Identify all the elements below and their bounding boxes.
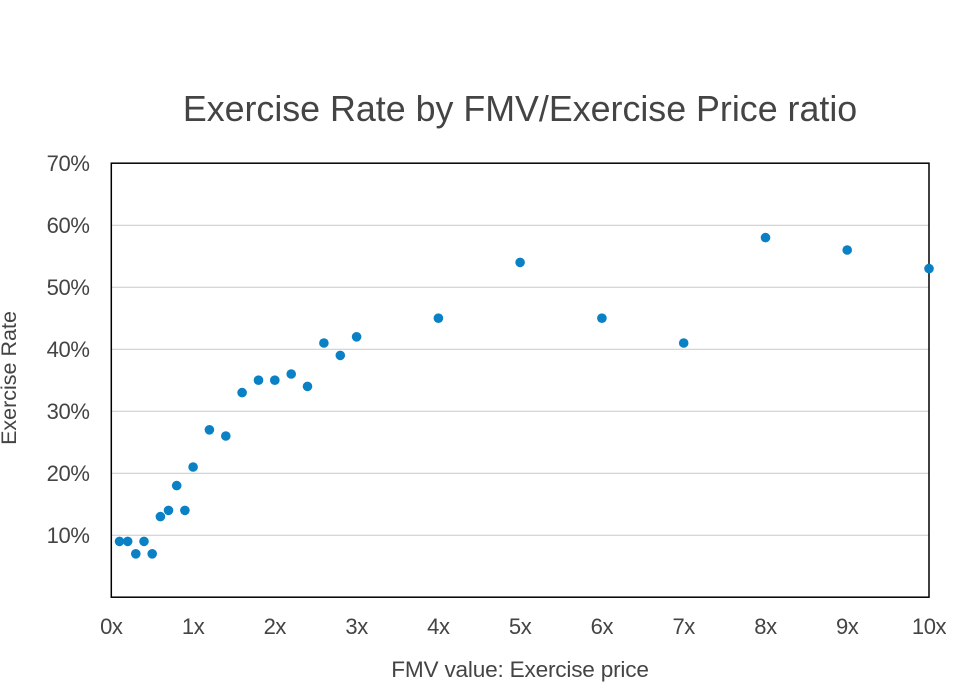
svg-text:70%: 70% [47, 151, 90, 176]
svg-text:1x: 1x [182, 614, 205, 639]
svg-text:Exercise Rate by FMV/Exercise: Exercise Rate by FMV/Exercise Price rati… [183, 89, 857, 129]
svg-text:3x: 3x [345, 614, 368, 639]
svg-text:10x: 10x [912, 614, 947, 639]
svg-text:9x: 9x [836, 614, 859, 639]
svg-text:60%: 60% [47, 213, 90, 238]
svg-text:20%: 20% [47, 461, 90, 486]
svg-text:2x: 2x [264, 614, 287, 639]
svg-text:5x: 5x [509, 614, 532, 639]
svg-text:4x: 4x [427, 614, 450, 639]
svg-text:10%: 10% [47, 523, 90, 548]
svg-text:Exercise Rate: Exercise Rate [0, 311, 21, 445]
svg-text:8x: 8x [754, 614, 777, 639]
svg-text:50%: 50% [47, 275, 90, 300]
svg-text:6x: 6x [591, 614, 614, 639]
svg-text:FMV value: Exercise price: FMV value: Exercise price [391, 657, 648, 682]
svg-text:40%: 40% [47, 337, 90, 362]
svg-text:30%: 30% [47, 399, 90, 424]
svg-text:7x: 7x [672, 614, 695, 639]
svg-text:0x: 0x [100, 614, 123, 639]
